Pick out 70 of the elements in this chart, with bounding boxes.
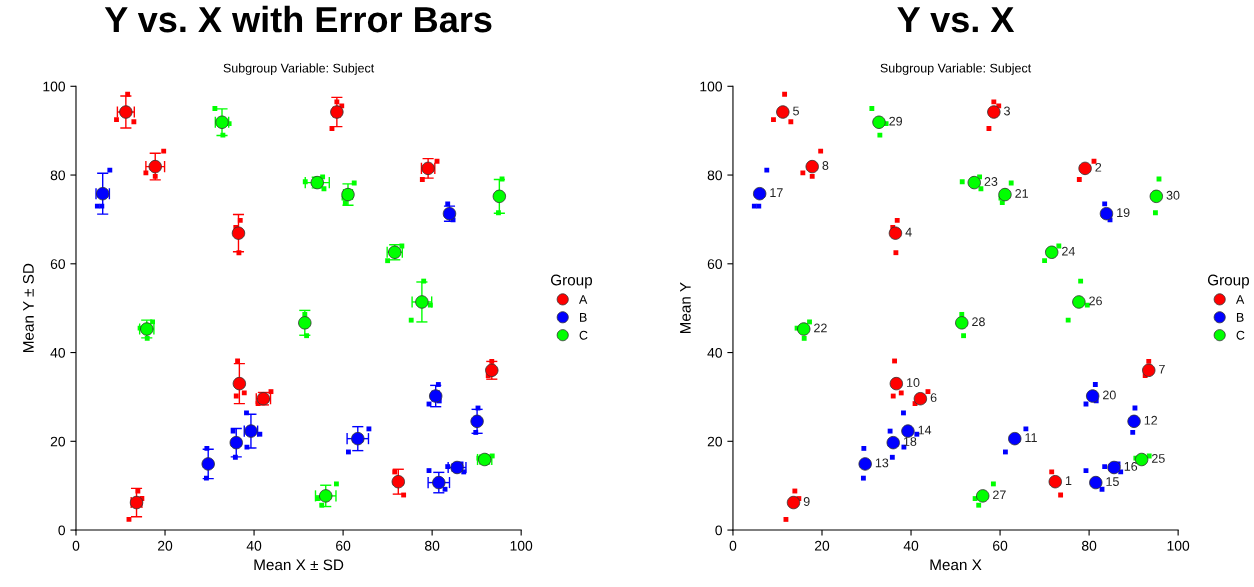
annotation: 8 (822, 161, 829, 170)
annotation: 10 (907, 378, 920, 387)
annotation: 21 (1015, 189, 1028, 198)
y-tick-label: 40 (707, 347, 722, 358)
annotation: 23 (984, 177, 998, 186)
annotation: 6 (930, 393, 937, 403)
annotation: 26 (1089, 296, 1102, 306)
annotation: 13 (875, 458, 889, 468)
y-tick-label: 0 (58, 525, 66, 536)
legend-label: C (579, 330, 588, 340)
annotation: 29 (889, 116, 903, 126)
annotation: 25 (1151, 454, 1165, 463)
y-tick-label: 80 (50, 170, 66, 181)
y-tick-label: 60 (50, 259, 66, 269)
annotation: 15 (1106, 477, 1119, 486)
annotation: 11 (1025, 433, 1037, 442)
annotation: 30 (1166, 190, 1180, 200)
y-tick-label: 20 (707, 436, 722, 447)
y-tick-label: 20 (50, 436, 66, 447)
annotation: 7 (1159, 364, 1165, 374)
legend-label: C (1236, 330, 1245, 340)
legend-title: Group (550, 274, 593, 289)
chart-subtitle: Subgroup Variable: Subject (223, 63, 375, 75)
annotation: 17 (770, 188, 783, 197)
annotation: 12 (1144, 415, 1158, 425)
annotation: 14 (918, 425, 932, 435)
x-tick-label: 80 (1081, 540, 1097, 551)
annotation: 28 (972, 317, 985, 327)
y-tick-label: 100 (43, 81, 66, 92)
x-tick-label: 60 (336, 540, 351, 551)
chart-title: Y vs. X with Error Bars (104, 5, 492, 33)
annotation: 22 (814, 323, 827, 333)
annotation: 1 (1065, 476, 1072, 485)
annotation: 27 (993, 490, 1006, 500)
annotation: 5 (793, 106, 799, 116)
y-tick-label: 100 (700, 81, 723, 92)
x-tick-label: 40 (246, 540, 262, 551)
x-tick-label: 20 (814, 540, 830, 551)
x-tick-label: 20 (158, 540, 173, 551)
legend-label: A (578, 295, 588, 304)
y-tick-label: 60 (707, 259, 722, 269)
annotation: 2 (1095, 162, 1102, 172)
x-tick-label: 0 (729, 540, 737, 551)
y-tick-label: 80 (707, 170, 722, 181)
annotation: 16 (1124, 461, 1138, 471)
legend-label: A (1235, 295, 1245, 304)
x-tick-label: 60 (993, 540, 1008, 551)
y-axis-title: Mean Y (680, 282, 691, 334)
annotation: 24 (1062, 246, 1075, 256)
x-axis-title: Mean X ± SD (254, 559, 344, 571)
legend-title: Group (1207, 274, 1250, 289)
legend-label: B (1236, 313, 1244, 322)
x-tick-label: 0 (72, 540, 80, 551)
annotation: 20 (1103, 390, 1116, 400)
x-tick-label: 80 (425, 540, 440, 551)
legend-label: B (579, 313, 587, 322)
chart-subtitle: Subgroup Variable: Subject (880, 63, 1032, 75)
x-tick-label: 40 (903, 540, 919, 551)
x-tick-label: 100 (510, 540, 533, 551)
x-axis-title: Mean X (930, 559, 982, 571)
annotation: 4 (905, 227, 912, 237)
annotation: 9 (803, 497, 810, 506)
y-tick-label: 40 (50, 347, 66, 358)
annotation: 3 (1004, 106, 1010, 116)
y-axis-title: Mean Y ± SD (23, 263, 34, 353)
x-tick-label: 100 (1167, 540, 1190, 551)
annotation: 18 (903, 437, 917, 446)
y-tick-label: 0 (715, 525, 722, 536)
chart-title: Y vs. X (897, 7, 1015, 33)
annotation: 19 (1117, 208, 1130, 218)
